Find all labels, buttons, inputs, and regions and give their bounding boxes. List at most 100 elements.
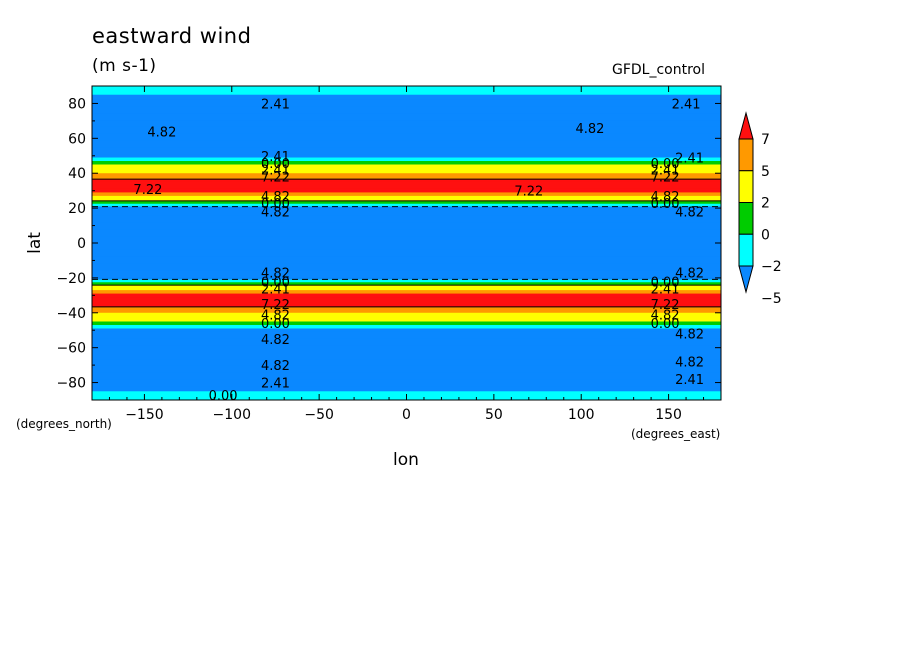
contour-label: 0.00 [261,317,290,332]
heat-band [92,326,721,329]
heat-band [92,311,721,314]
heat-band [92,165,721,167]
heat-band [92,101,721,104]
heat-band [92,293,721,296]
heat-band [92,354,721,357]
heat-band [92,126,721,129]
chart-title: eastward wind [92,24,252,48]
heat-band [92,283,721,285]
contour-label: 4.82 [651,309,680,324]
heat-band [92,327,721,330]
heat-band [92,161,721,164]
heat-band [92,313,721,316]
heat-band [92,197,721,200]
y-tick-label: 20 [68,201,86,217]
heat-band [92,384,721,386]
heat-band [92,372,721,375]
heat-band [92,300,721,303]
heat-band [92,182,721,185]
heat-band [92,183,721,186]
heat-band [92,332,721,335]
heat-band [92,146,721,148]
heat-band [92,235,721,237]
heat-band [92,244,721,247]
heat-band [92,108,721,111]
heat-band [92,319,721,322]
contour-label: 2.41 [261,97,290,112]
heat-band [92,120,721,123]
contour-label: 0.00 [261,157,290,172]
heat-band [92,290,721,293]
heat-band [92,267,721,269]
contour-label: 4.82 [261,190,290,205]
heat-band [92,207,721,209]
heat-band [92,149,721,152]
heat-band [92,269,721,271]
heat-band [92,303,721,305]
contour-label: 7.22 [261,298,290,313]
heat-band [92,231,721,234]
colorbar-label: 2 [761,196,770,212]
heat-band [92,297,721,299]
heat-band [92,256,721,258]
heat-band [92,185,721,187]
heat-band [92,322,721,324]
contour-label: 0.00 [209,389,238,404]
y-axis: −80 −60 −40 −20 0 20 40 60 80 [56,96,721,392]
colorbar-label: 0 [761,227,770,243]
heat-band [92,259,721,262]
heat-band [92,95,721,98]
heat-band [92,180,721,182]
heat-band [92,222,721,224]
heat-band [92,304,721,307]
y-tick-label: −80 [56,376,86,392]
heat-band [92,341,721,344]
heat-band [92,263,721,266]
contour-label: 2.41 [261,150,290,165]
heat-band [92,297,721,300]
heat-band [92,301,721,303]
heat-band [92,308,721,310]
heat-band [92,116,721,118]
heat-band [92,255,721,257]
heat-band [92,164,721,166]
heat-band [92,226,721,228]
heat-band [92,251,721,254]
contour-label: 4.82 [675,328,704,343]
heat-band [92,181,721,183]
heat-band [92,357,721,359]
heat-band [92,109,721,112]
heat-band [92,188,721,190]
heat-band [92,386,721,389]
heat-band [92,328,721,330]
heat-band [92,102,721,105]
heat-band [92,155,721,158]
heat-band [92,233,721,235]
heat-band [92,351,721,353]
heat-band [92,284,721,287]
heat-band [92,302,721,304]
heat-band [92,124,721,126]
heat-band [92,393,721,395]
heat-band [92,261,721,263]
heat-band [92,126,721,128]
heat-band [92,104,721,106]
heat-band [92,307,721,310]
heat-band [92,204,721,207]
colorbar-extend-top [738,111,754,140]
heat-band [92,280,721,282]
heat-band [92,191,721,194]
heat-band [92,241,721,243]
heat-band [92,190,721,193]
heat-band [92,142,721,145]
heat-band [92,99,721,101]
heat-band [92,312,721,315]
heat-band [92,135,721,138]
y-tick-label: 0 [77,236,86,252]
heat-band [92,228,721,230]
heat-band [92,213,721,215]
heat-band [92,167,721,169]
heat-band [92,364,721,366]
heat-band [92,175,721,178]
heat-band [92,359,721,362]
